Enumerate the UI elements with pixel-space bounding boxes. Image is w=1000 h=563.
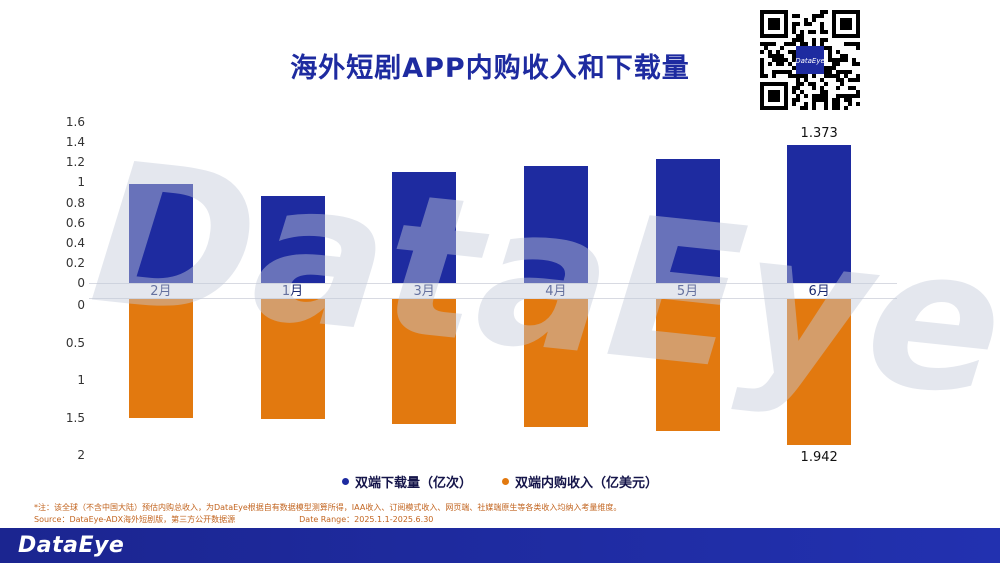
category-label: 2月 bbox=[150, 284, 172, 299]
bar-revenue bbox=[128, 299, 193, 418]
page-title: 海外短剧APP内购收入和下载量 bbox=[290, 53, 690, 84]
y-axis-tick-top: 0.8 bbox=[65, 195, 85, 210]
y-axis-tick-top: 1.6 bbox=[65, 115, 85, 129]
svg-text:DataEye: DataEye bbox=[795, 57, 825, 65]
category-label: 3月 bbox=[413, 284, 435, 299]
footnote-source: Source：DataEye-ADX海外短剧版，第三方公开数据源 bbox=[34, 515, 236, 525]
footnotes: *注：该全球（不含中国大陆）预估内购总收入，为DataEye根据自有数据模型测算… bbox=[34, 502, 960, 527]
category-label: 5月 bbox=[676, 284, 699, 299]
y-axis-tick-top: 0.6 bbox=[65, 215, 85, 230]
axis-line-bottom bbox=[89, 298, 897, 299]
bar-downloads bbox=[787, 144, 852, 283]
legend-label-revenue: 双端内购收入（亿美元） bbox=[515, 476, 659, 491]
qr-code: DataEye bbox=[756, 6, 864, 114]
y-axis-tick-bottom: 1.5 bbox=[65, 410, 85, 425]
footnote-source-line: Source：DataEye-ADX海外短剧版，第三方公开数据源 Date Ra… bbox=[34, 514, 960, 526]
bar-revenue bbox=[655, 299, 720, 431]
y-axis-tick-top: 1.4 bbox=[65, 135, 85, 150]
category-label: 6月 bbox=[808, 284, 830, 299]
bar-downloads bbox=[392, 172, 457, 283]
y-axis-tick-bottom: 0 bbox=[77, 298, 85, 312]
chart-legend: 双端下载量（亿次） 双端内购收入（亿美元） bbox=[0, 472, 1000, 491]
y-axis-tick-bottom: 0.5 bbox=[65, 335, 85, 350]
y-axis-tick-top: 1.2 bbox=[65, 155, 85, 170]
y-axis-tick-top: 0 bbox=[77, 276, 85, 290]
bar-downloads bbox=[523, 166, 588, 283]
bar-downloads bbox=[655, 159, 720, 283]
legend-item-downloads: 双端下载量（亿次） bbox=[341, 472, 472, 491]
bar-downloads bbox=[128, 184, 193, 283]
footnote-daterange: Date Range：2025.1.1-2025.6.30 bbox=[299, 515, 434, 525]
legend-label-downloads: 双端下载量（亿次） bbox=[354, 476, 472, 491]
legend-marker-downloads-icon bbox=[341, 478, 349, 485]
y-axis-tick-top: 1 bbox=[77, 175, 85, 190]
data-label-downloads: 1.373 bbox=[800, 125, 838, 141]
y-axis-tick-bottom: 2 bbox=[77, 448, 85, 462]
footer-bar: DataEye bbox=[0, 528, 1000, 563]
y-axis-tick-top: 0.4 bbox=[65, 235, 85, 250]
bar-revenue bbox=[523, 299, 588, 427]
bar-downloads bbox=[260, 196, 325, 283]
footnote-note: *注：该全球（不含中国大陆）预估内购总收入，为DataEye根据自有数据模型测算… bbox=[34, 503, 622, 512]
bar-revenue bbox=[260, 299, 325, 419]
data-label-revenue: 1.942 bbox=[800, 449, 838, 465]
bar-revenue bbox=[787, 299, 852, 445]
legend-marker-revenue-icon bbox=[502, 478, 509, 485]
legend-item-revenue: 双端内购收入（亿美元） bbox=[502, 472, 658, 491]
y-axis-tick-bottom: 1 bbox=[77, 373, 85, 387]
footer-logo: DataEye bbox=[18, 533, 125, 558]
axis-line-top bbox=[89, 283, 897, 284]
category-label: 4月 bbox=[545, 284, 567, 299]
category-label: 1月 bbox=[281, 284, 304, 299]
y-axis-tick-top: 0.2 bbox=[65, 255, 85, 270]
bar-revenue bbox=[392, 299, 457, 424]
